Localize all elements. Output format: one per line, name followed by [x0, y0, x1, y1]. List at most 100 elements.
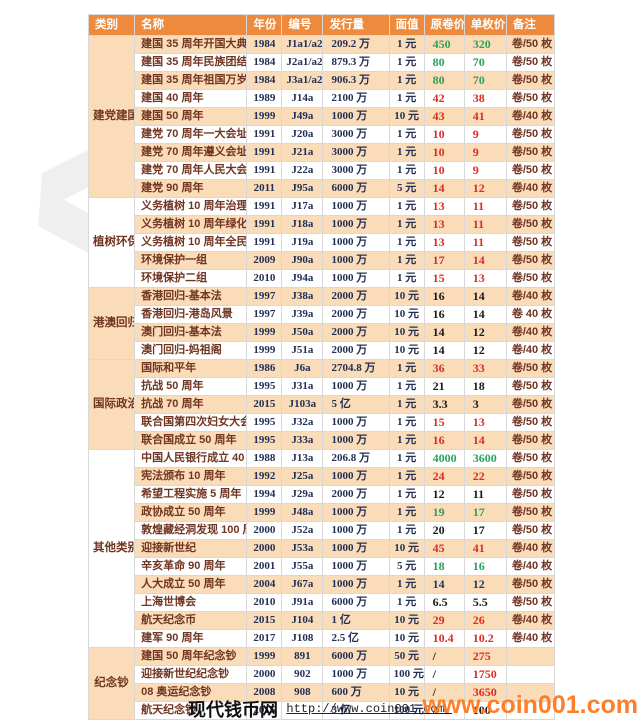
code-cell: J25a [281, 467, 324, 486]
code-cell: J20a [281, 125, 324, 144]
issue-volume-cell: 1000 万 [322, 431, 390, 450]
note-cell: 卷/50 枚 [505, 575, 556, 594]
year-cell: 1989 [246, 89, 283, 108]
code-cell: J14a [281, 89, 324, 108]
code-cell: J31a [281, 377, 324, 396]
site-url-link[interactable]: http://www.coin001.com/ [286, 702, 453, 716]
unit-price-cell: 3600 [463, 449, 507, 468]
name-cell: 宪法颁布 10 周年 [134, 467, 248, 486]
face-value-cell: 1 元 [388, 143, 425, 162]
note-cell: 卷/40 枚 [505, 341, 556, 360]
unit-price-cell: 1750 [463, 665, 507, 684]
face-value-cell: 100 元 [388, 701, 425, 720]
year-cell: 2000 [246, 521, 283, 540]
name-cell: 建国 50 周年 [134, 107, 248, 126]
name-cell: 义务植树 10 周年全民动员 [134, 233, 248, 252]
roll-price-cell: 20 [423, 521, 465, 540]
name-cell: 建国 35 周年祖国万岁 [134, 71, 248, 90]
year-cell: 1994 [246, 485, 283, 504]
face-value-cell: 1 元 [388, 89, 425, 108]
code-cell: J18a [281, 215, 324, 234]
face-value-cell: 1 元 [388, 215, 425, 234]
note-cell: 卷/50 枚 [505, 503, 556, 522]
unit-price-cell: 70 [463, 71, 507, 90]
name-cell: 义务植树 10 周年绿化祖国 [134, 215, 248, 234]
name-cell: 建党 70 周年一大会址 [134, 125, 248, 144]
face-value-cell: 1 元 [388, 521, 425, 540]
unit-price-cell: 41 [463, 539, 507, 558]
note-cell: 卷/50 枚 [505, 143, 556, 162]
code-cell: 902 [281, 665, 324, 684]
code-cell: J22a [281, 161, 324, 180]
unit-price-cell: 16 [463, 557, 507, 576]
code-cell: J90a [281, 251, 324, 270]
code-cell: J108 [281, 629, 324, 648]
year-cell: 1984 [246, 53, 283, 72]
roll-price-cell: 13 [423, 215, 465, 234]
name-cell: 建党 70 周年人民大会堂 [134, 161, 248, 180]
issue-volume-cell: 1000 万 [322, 269, 390, 288]
code-cell: J38a [281, 287, 324, 306]
year-cell: 1999 [246, 107, 283, 126]
code-cell: J50a [281, 323, 324, 342]
table-row: 航天纪念钞 2015 3 亿 100 元/100 [88, 701, 556, 720]
unit-price-cell: 14 [463, 431, 507, 450]
unit-price-cell: 10.2 [463, 629, 507, 648]
roll-price-cell: 4000 [423, 449, 465, 468]
issue-volume-cell: 2704.8 万 [322, 359, 390, 378]
issue-volume-cell: 2000 万 [322, 305, 390, 324]
unit-price-cell: 13 [463, 413, 507, 432]
face-value-cell: 1 元 [388, 413, 425, 432]
code-cell: J6a [281, 359, 324, 378]
face-value-cell: 1 元 [388, 71, 425, 90]
face-value-cell: 10 元 [388, 305, 425, 324]
table-row: 义务植树 10 周年绿化祖国1991J18a1000 万1 元1311卷/50 … [88, 215, 556, 234]
table-row: 敦煌藏经洞发现 100 周年2000J52a1000 万1 元2017卷/50 … [88, 521, 556, 540]
issue-volume-cell: 209.2 万 [322, 35, 390, 54]
note-cell: 卷/40 枚 [505, 629, 556, 648]
roll-price-cell: 6.5 [423, 593, 465, 612]
face-value-cell: 1 元 [388, 233, 425, 252]
roll-price-cell: 80 [423, 53, 465, 72]
unit-price-cell: 11 [463, 215, 507, 234]
category-cell: 港澳回归 [87, 287, 136, 360]
face-value-cell: 1 元 [388, 467, 425, 486]
code-cell: J91a [281, 593, 324, 612]
face-value-cell: 10 元 [388, 629, 425, 648]
site-watermark: www.coin001.com [422, 691, 638, 719]
year-cell: 1997 [246, 287, 283, 306]
roll-price-cell: / [423, 701, 465, 720]
note-cell: 卷/50 枚 [505, 251, 556, 270]
face-value-cell: 1 元 [388, 197, 425, 216]
issue-volume-cell: 1000 万 [322, 467, 390, 486]
year-cell: 1999 [246, 647, 283, 666]
name-cell: 建军 90 周年 [134, 629, 248, 648]
column-header-roll-price: 原卷价 [423, 14, 465, 36]
roll-price-cell: 16 [423, 305, 465, 324]
roll-price-cell: 42 [423, 89, 465, 108]
face-value-cell: 5 元 [388, 179, 425, 198]
issue-volume-cell: 3000 万 [322, 143, 390, 162]
name-cell: 环境保护一组 [134, 251, 248, 270]
name-cell: 政协成立 50 周年 [134, 503, 248, 522]
roll-price-cell: 16 [423, 287, 465, 306]
face-value-cell: 1 元 [388, 377, 425, 396]
roll-price-cell: 14 [423, 323, 465, 342]
note-cell: 卷/40 枚 [505, 323, 556, 342]
roll-price-cell: 80 [423, 71, 465, 90]
issue-volume-cell: 2100 万 [322, 89, 390, 108]
note-cell: 卷/40 枚 [505, 179, 556, 198]
face-value-cell: 5 元 [388, 557, 425, 576]
year-cell: 1995 [246, 413, 283, 432]
name-cell: 澳门回归-基本法 [134, 323, 248, 342]
column-header-code: 编号 [281, 14, 324, 36]
table-row: 迎接新世纪纪念钞 2000 902 1000 万 100 元/1750 [88, 665, 556, 684]
table-row: 建国 50 周年 1999 J49a 1000 万 10 元 43 41 卷/40 枚 [88, 107, 556, 126]
name-cell: 国际和平年 [134, 359, 248, 378]
column-header-note: 备注 [505, 14, 556, 36]
